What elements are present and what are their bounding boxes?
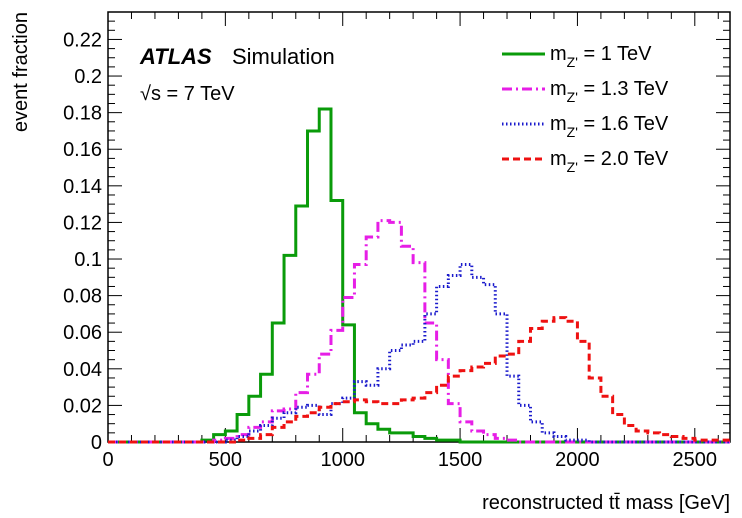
series-2-line — [108, 219, 730, 444]
y-tick-label: 0.18 — [63, 103, 102, 125]
y-tick-label: 0.1 — [74, 249, 102, 271]
y-tick-label: 0 — [91, 432, 102, 454]
x-tick-label: 500 — [209, 449, 242, 471]
plot-frame — [107, 11, 731, 443]
x-tick-label: 2000 — [555, 449, 600, 471]
legend-label-2: mZ' = 1.3 TeV — [550, 78, 669, 105]
y-tick-label: 0.16 — [63, 139, 102, 161]
legend-label-3: mZ' = 1.6 TeV — [550, 113, 669, 140]
legend-label-1: mZ' = 1 TeV — [550, 43, 652, 70]
y-tick-label: 0.06 — [63, 322, 102, 344]
y-tick-label: 0.22 — [63, 29, 102, 51]
y-tick-label: 0.02 — [63, 395, 102, 417]
x-axis-title: reconstructed tt̄ mass [GeV] — [482, 492, 730, 514]
series-3-line — [108, 263, 730, 444]
atlas-label: ATLAS — [139, 44, 212, 69]
energy-label: √s = 7 TeV — [140, 83, 235, 105]
x-tick-label: 0 — [102, 449, 113, 471]
y-tick-label: 0.12 — [63, 212, 102, 234]
y-tick-label: 0.14 — [63, 176, 102, 198]
x-tick-label: 2500 — [673, 449, 718, 471]
legend: mZ' = 1 TeV mZ' = 1.3 TeV mZ' = 1.6 TeV mZ'… — [502, 43, 669, 175]
series-layer — [108, 107, 730, 444]
legend-label-4: mZ' = 2.0 TeV — [550, 148, 669, 175]
y-tick-label: 0.08 — [63, 286, 102, 308]
series-4-line — [108, 316, 730, 444]
axis-ticks: 0 500 1000 1500 2000 2500 0 0.02 0.04 0.06 0.08 0.1… — [63, 12, 730, 471]
y-axis-title: event fraction — [10, 12, 32, 132]
x-tick-label: 1500 — [438, 449, 483, 471]
y-tick-label: 0.04 — [63, 359, 102, 381]
simulation-label: Simulation — [232, 44, 335, 69]
y-tick-label: 0.2 — [74, 66, 102, 88]
x-tick-label: 1000 — [320, 449, 365, 471]
